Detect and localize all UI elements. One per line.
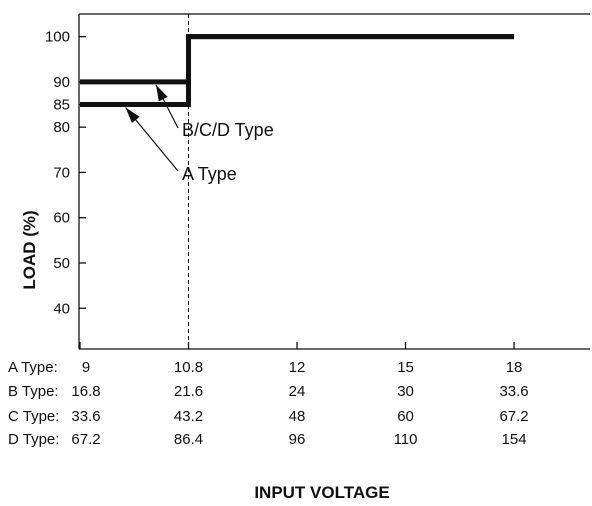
y-tick-label: 80 xyxy=(53,119,70,136)
x-tick-value: 96 xyxy=(289,431,306,448)
x-tick-value: 15 xyxy=(397,359,414,376)
x-tick-value: 9 xyxy=(82,359,90,376)
y-axis-label: LOAD (%) xyxy=(20,210,39,289)
y-tick-label: 60 xyxy=(53,210,70,227)
y-tick-label: 50 xyxy=(53,255,70,272)
x-tick-value: 33.6 xyxy=(499,383,528,400)
series-line-a-type xyxy=(80,34,515,108)
y-tick-label: 70 xyxy=(53,164,70,181)
y-axis-ticks: 100 90 85 80 70 60 50 40 xyxy=(45,29,86,317)
x-tick-value: 48 xyxy=(289,408,306,425)
x-tick-value: 67.2 xyxy=(71,431,100,448)
x-tick-value: 33.6 xyxy=(71,408,100,425)
x-row-label-a-type: A Type: xyxy=(8,359,58,376)
series-line-b-c-d-type xyxy=(80,34,515,85)
x-tick-value: 16.8 xyxy=(71,383,100,400)
y-tick-label: 100 xyxy=(45,29,70,46)
x-tick-value: 60 xyxy=(397,408,414,425)
x-tick-value: 12 xyxy=(289,359,306,376)
annotation-label-a-type: A Type xyxy=(182,164,237,184)
plot-frame xyxy=(78,13,590,350)
x-row-label-c-type: C Type: xyxy=(8,408,59,425)
x-axis-label: INPUT VOLTAGE xyxy=(254,483,389,502)
series-layer xyxy=(80,34,515,108)
annotation-label-b-c-d-type: B/C/D Type xyxy=(182,120,274,140)
x-tick-value: 21.6 xyxy=(174,383,203,400)
x-tick-value: 154 xyxy=(502,431,527,448)
x-tick-value: 30 xyxy=(397,383,414,400)
y-tick-label: 90 xyxy=(53,74,70,91)
x-row-label-d-type: D Type: xyxy=(8,431,59,448)
x-row-label-b-type: B Type: xyxy=(8,383,59,400)
x-tick-value: 86.4 xyxy=(174,431,203,448)
annotation-layer: B/C/D Type A Type xyxy=(125,84,274,184)
x-tick-value: 18 xyxy=(506,359,523,376)
x-tick-value: 67.2 xyxy=(499,408,528,425)
x-tick-value: 43.2 xyxy=(174,408,203,425)
y-tick-label: 40 xyxy=(53,300,70,317)
x-tick-value: 10.8 xyxy=(174,359,203,376)
annotation-arrowhead-b-c-d-type xyxy=(155,84,168,102)
x-axis-tick-table: A Type: 9 10.8 12 15 18 B Type: 16.8 21.6 24 30 33.… xyxy=(8,359,529,448)
x-tick-value: 110 xyxy=(394,431,418,448)
x-tick-value: 24 xyxy=(289,383,306,400)
annotation-arrowhead-a-type xyxy=(125,107,140,124)
y-tick-label: 85 xyxy=(53,97,70,114)
